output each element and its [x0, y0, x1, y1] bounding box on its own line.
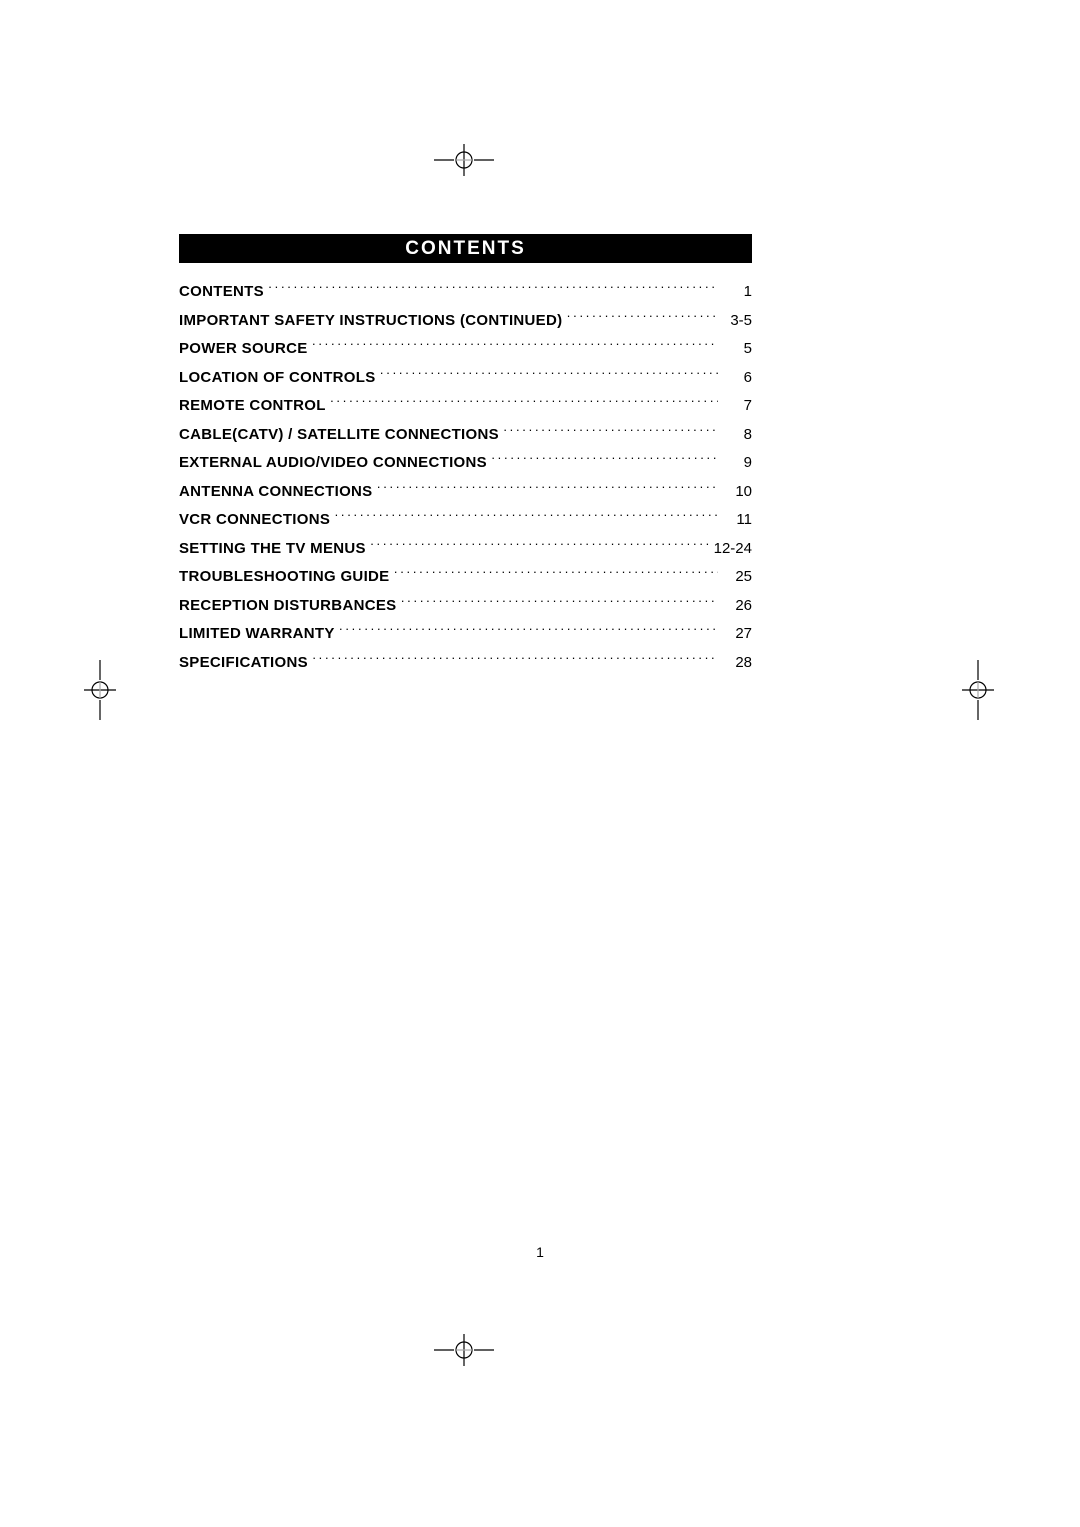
toc-leader-dots — [339, 622, 718, 638]
toc-row: IMPORTANT SAFETY INSTRUCTIONS (CONTINUED… — [179, 309, 752, 338]
contents-header-text: CONTENTS — [405, 238, 526, 260]
toc-entry-title: VCR CONNECTIONS — [179, 511, 330, 528]
toc-entry-title: CONTENTS — [179, 283, 264, 300]
toc-entry-page: 10 — [722, 483, 752, 500]
toc-entry-title: RECEPTION DISTURBANCES — [179, 597, 396, 614]
toc-leader-dots — [312, 337, 718, 353]
toc-entry-page: 25 — [722, 568, 752, 585]
toc-row: SPECIFICATIONS 28 — [179, 651, 752, 680]
toc-row: EXTERNAL AUDIO/VIDEO CONNECTIONS 9 — [179, 451, 752, 480]
registration-mark-right — [948, 660, 1008, 720]
toc-entry-page: 28 — [722, 654, 752, 671]
toc-entry-page: 6 — [722, 369, 752, 386]
toc-row: SETTING THE TV MENUS 12-24 — [179, 537, 752, 566]
table-of-contents: CONTENTS 1 IMPORTANT SAFETY INSTRUCTIONS (… — [179, 280, 752, 679]
toc-leader-dots — [334, 508, 718, 524]
page: CONTENTS CONTENTS 1 IMPORTANT SAFETY INSTR… — [0, 0, 1080, 1527]
toc-entry-title: ANTENNA CONNECTIONS — [179, 483, 372, 500]
toc-leader-dots — [380, 366, 718, 382]
toc-entry-page: 1 — [722, 283, 752, 300]
toc-entry-title: IMPORTANT SAFETY INSTRUCTIONS (CONTINUED… — [179, 312, 562, 329]
registration-mark-top — [434, 130, 494, 190]
toc-leader-dots — [376, 480, 718, 496]
toc-row: LOCATION OF CONTROLS 6 — [179, 366, 752, 395]
page-number: 1 — [0, 1244, 1080, 1260]
toc-entry-page: 11 — [722, 511, 752, 528]
toc-entry-title: POWER SOURCE — [179, 340, 308, 357]
toc-row: ANTENNA CONNECTIONS 10 — [179, 480, 752, 509]
toc-leader-dots — [268, 280, 718, 296]
toc-row: CONTENTS 1 — [179, 280, 752, 309]
contents-header: CONTENTS — [179, 234, 752, 263]
toc-entry-title: SPECIFICATIONS — [179, 654, 308, 671]
toc-leader-dots — [330, 394, 718, 410]
toc-entry-page: 12-24 — [714, 540, 752, 557]
toc-row: REMOTE CONTROL 7 — [179, 394, 752, 423]
toc-entry-page: 8 — [722, 426, 752, 443]
toc-entry-title: CABLE(CATV) / SATELLITE CONNECTIONS — [179, 426, 499, 443]
toc-leader-dots — [400, 594, 718, 610]
toc-row: TROUBLESHOOTING GUIDE 25 — [179, 565, 752, 594]
toc-entry-page: 3-5 — [722, 312, 752, 329]
toc-row: POWER SOURCE 5 — [179, 337, 752, 366]
toc-entry-page: 27 — [722, 625, 752, 642]
toc-leader-dots — [312, 651, 718, 667]
toc-entry-page: 26 — [722, 597, 752, 614]
toc-entry-title: LIMITED WARRANTY — [179, 625, 335, 642]
toc-row: CABLE(CATV) / SATELLITE CONNECTIONS 8 — [179, 423, 752, 452]
toc-leader-dots — [393, 565, 718, 581]
toc-entry-page: 7 — [722, 397, 752, 414]
toc-row: VCR CONNECTIONS 11 — [179, 508, 752, 537]
toc-leader-dots — [370, 537, 710, 553]
toc-entry-title: SETTING THE TV MENUS — [179, 540, 366, 557]
toc-entry-page: 5 — [722, 340, 752, 357]
toc-entry-title: TROUBLESHOOTING GUIDE — [179, 568, 389, 585]
toc-entry-page: 9 — [722, 454, 752, 471]
toc-leader-dots — [566, 309, 718, 325]
toc-row: RECEPTION DISTURBANCES 26 — [179, 594, 752, 623]
toc-entry-title: EXTERNAL AUDIO/VIDEO CONNECTIONS — [179, 454, 487, 471]
registration-mark-bottom — [434, 1320, 494, 1380]
toc-row: LIMITED WARRANTY 27 — [179, 622, 752, 651]
toc-leader-dots — [491, 451, 718, 467]
toc-entry-title: REMOTE CONTROL — [179, 397, 326, 414]
registration-mark-left — [70, 660, 130, 720]
toc-leader-dots — [503, 423, 718, 439]
toc-entry-title: LOCATION OF CONTROLS — [179, 369, 376, 386]
